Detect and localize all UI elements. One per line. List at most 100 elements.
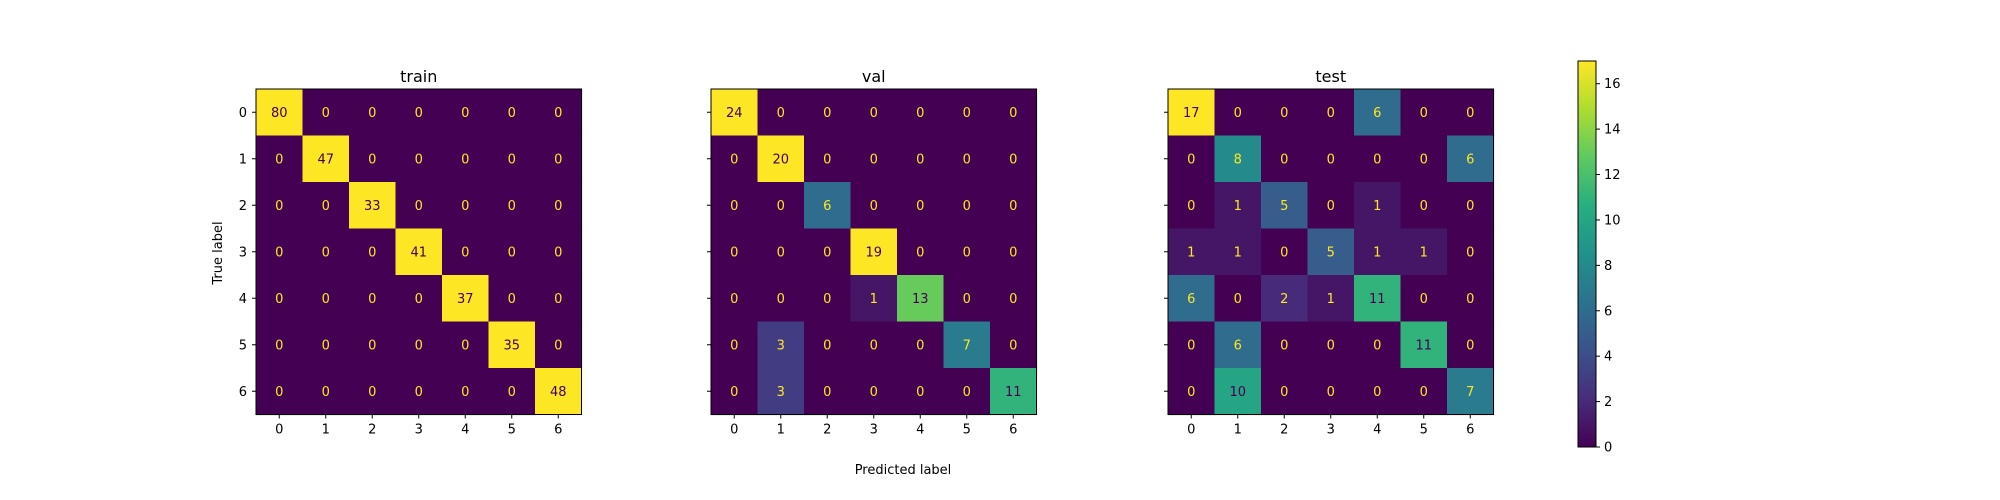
- cell-value-label: 0: [1009, 199, 1017, 214]
- heatmap-cell: [535, 89, 583, 137]
- colorbar-tick-label: 14: [1604, 123, 1621, 138]
- heatmap-cell: [804, 89, 852, 137]
- cell-value-label: 0: [730, 199, 738, 214]
- heatmap-cell: [711, 89, 759, 137]
- heatmap-cell: [897, 368, 945, 416]
- heatmap-cell: [990, 182, 1038, 230]
- heatmap-cell: [256, 228, 304, 276]
- cell-value-label: 0: [823, 106, 831, 121]
- cell-value-label: 0: [322, 106, 330, 121]
- heatmap-cell: [1214, 182, 1262, 230]
- cell-value-label: 10: [1229, 385, 1246, 400]
- heatmap-cell: [488, 275, 536, 323]
- cell-value-label: 0: [1327, 106, 1335, 121]
- heatmap-cell: [1400, 89, 1448, 137]
- cell-value-label: 0: [275, 292, 283, 307]
- colorbar-gradient: [1578, 61, 1596, 447]
- heatmap-cell: [488, 182, 536, 230]
- x-tick-label: 4: [461, 423, 469, 438]
- colorbar: 0 2 4 6 8 10 12 14 16: [1577, 60, 1621, 456]
- x-axis-label: Predicted label: [855, 463, 952, 478]
- cell-value-label: 0: [823, 245, 831, 260]
- cell-value-label: 0: [1420, 199, 1428, 214]
- heatmap-cell: [488, 89, 536, 137]
- heatmap-cell: [395, 135, 443, 183]
- cell-value-label: 0: [1420, 152, 1428, 167]
- heatmap-cell: [990, 275, 1038, 323]
- cell-value-label: 0: [1009, 292, 1017, 307]
- heatmap-cell: [850, 89, 898, 137]
- cell-value-label: 0: [777, 199, 785, 214]
- cell-value-label: 0: [1373, 385, 1381, 400]
- cell-value-label: 0: [275, 199, 283, 214]
- cell-value-label: 0: [1373, 152, 1381, 167]
- colorbar-tick-label: 10: [1604, 213, 1621, 228]
- y-tick-label: 6: [239, 385, 247, 400]
- cell-value-label: 0: [730, 292, 738, 307]
- cell-value-label: 0: [1280, 152, 1288, 167]
- heatmap-cell: [349, 368, 397, 416]
- cell-value-label: 6: [1373, 106, 1381, 121]
- heatmap-cell: [488, 368, 536, 416]
- heatmap-cell: [1307, 182, 1355, 230]
- colorbar-tick-label: 4: [1604, 350, 1612, 365]
- heatmap-cell: [1307, 135, 1355, 183]
- cell-value-label: 2: [1280, 292, 1288, 307]
- heatmap-cell: [1261, 321, 1309, 369]
- heatmap-cell: [442, 321, 490, 369]
- heatmap-cell: [1354, 182, 1402, 230]
- y-tick-label: 1: [239, 152, 247, 167]
- heatmap-cell: [349, 275, 397, 323]
- cell-value-label: 11: [1369, 292, 1386, 307]
- cell-value-label: 0: [368, 292, 376, 307]
- heatmap-cell: [757, 321, 805, 369]
- cell-value-label: 0: [1420, 385, 1428, 400]
- x-tick-label: 2: [1280, 423, 1288, 438]
- cell-value-label: 0: [554, 338, 562, 353]
- heatmap-cell: [1261, 275, 1309, 323]
- heatmap-cell: [535, 368, 583, 416]
- heatmap-cell: [850, 182, 898, 230]
- cell-value-label: 48: [550, 385, 567, 400]
- cell-value-label: 0: [1187, 152, 1195, 167]
- heatmap-cell: [1261, 368, 1309, 416]
- cell-value-label: 0: [368, 338, 376, 353]
- heatmap-cell: [990, 228, 1038, 276]
- cell-value-label: 0: [1420, 292, 1428, 307]
- heatmap-cell: [1168, 182, 1216, 230]
- colorbar-tick-label: 12: [1604, 168, 1621, 183]
- x-tick-label: 3: [870, 423, 878, 438]
- heatmap-cell: [1354, 135, 1402, 183]
- cell-value-label: 0: [415, 385, 423, 400]
- cell-value-label: 0: [1187, 338, 1195, 353]
- cell-value-label: 0: [368, 152, 376, 167]
- cell-value-label: 0: [1009, 152, 1017, 167]
- cell-value-label: 0: [730, 245, 738, 260]
- heatmap-cell: [1214, 228, 1262, 276]
- cell-value-label: 80: [271, 106, 288, 121]
- heatmap-cell: [804, 135, 852, 183]
- heatmap-cell: [1447, 275, 1495, 323]
- cell-value-label: 1: [1373, 199, 1381, 214]
- heatmap-cell: [757, 135, 805, 183]
- y-tick-label: 0: [239, 106, 247, 121]
- heatmap-cell: [442, 228, 490, 276]
- cell-value-label: 0: [322, 338, 330, 353]
- heatmap-cell: [943, 368, 991, 416]
- y-tick-label: 4: [239, 292, 247, 307]
- cell-value-label: 0: [870, 199, 878, 214]
- heatmap-cell: [442, 135, 490, 183]
- heatmap-cell: [535, 275, 583, 323]
- cell-value-label: 0: [1327, 385, 1335, 400]
- heatmap-cell: [395, 321, 443, 369]
- heatmap-cell: [1307, 321, 1355, 369]
- cell-value-label: 33: [364, 199, 381, 214]
- cell-value-label: 0: [415, 199, 423, 214]
- cell-value-label: 0: [777, 106, 785, 121]
- cell-value-label: 6: [1234, 338, 1242, 353]
- heatmap-cell: [1354, 275, 1402, 323]
- panel-title: train: [400, 67, 437, 86]
- heatmap-cell: [897, 228, 945, 276]
- cell-value-label: 0: [1009, 338, 1017, 353]
